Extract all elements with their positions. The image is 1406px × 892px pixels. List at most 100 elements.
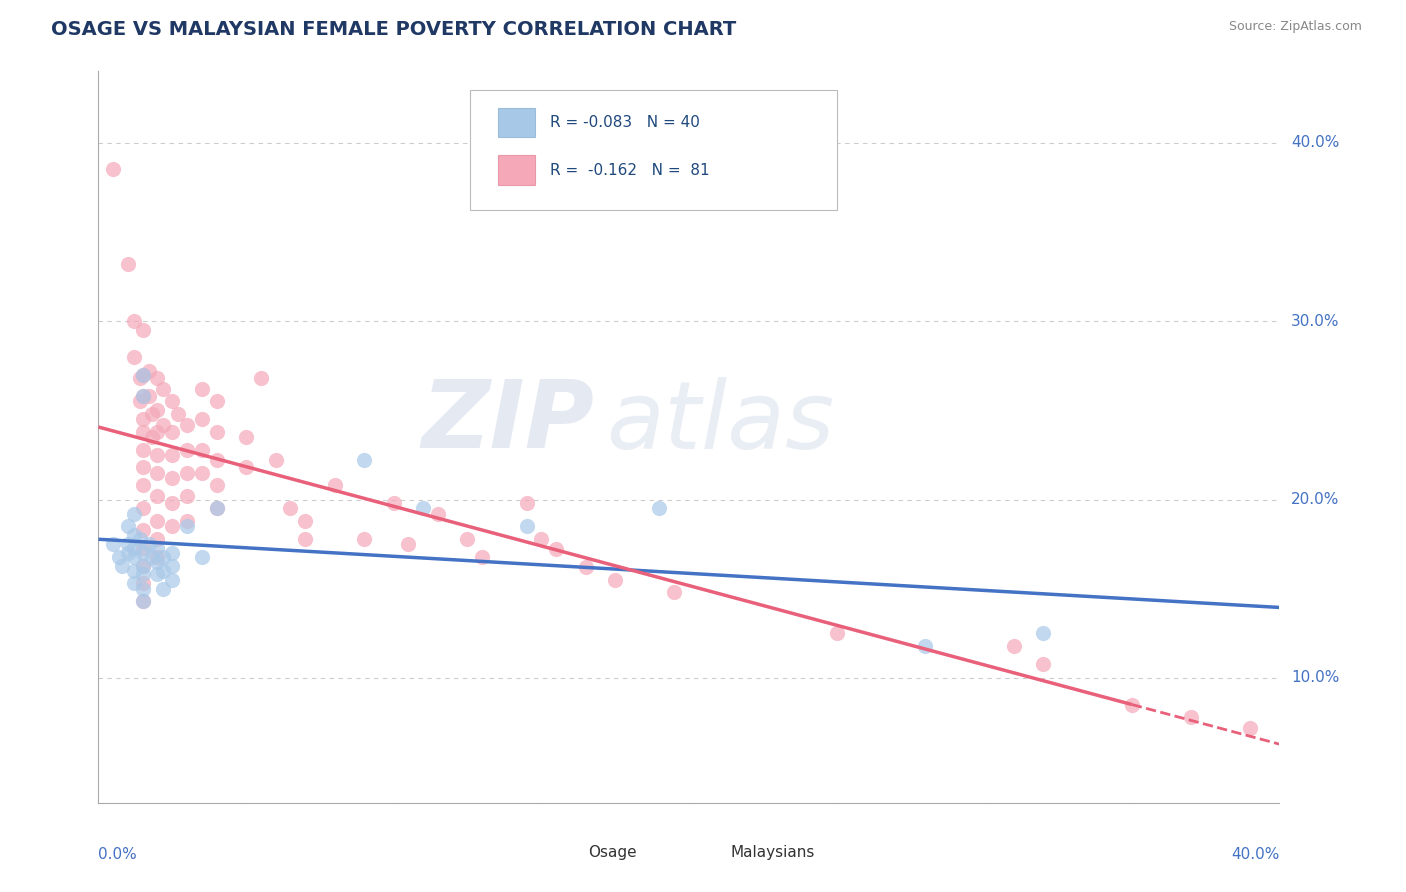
Point xyxy=(146,549,169,564)
Point xyxy=(398,537,420,551)
Point xyxy=(191,466,214,480)
Point xyxy=(914,639,936,653)
Point xyxy=(412,501,434,516)
Point xyxy=(162,519,183,533)
Point xyxy=(176,417,198,432)
Point xyxy=(648,501,671,516)
Point xyxy=(146,425,169,439)
Point xyxy=(1032,626,1054,640)
Bar xyxy=(700,843,727,863)
Text: Osage: Osage xyxy=(589,845,637,860)
Point xyxy=(138,537,160,551)
Point xyxy=(1180,710,1202,724)
Bar xyxy=(498,108,536,137)
Point xyxy=(191,382,214,396)
FancyBboxPatch shape xyxy=(471,90,837,211)
Point xyxy=(117,537,139,551)
Point xyxy=(132,558,155,573)
Point xyxy=(205,394,228,409)
Point xyxy=(294,514,316,528)
Point xyxy=(132,368,155,382)
Point xyxy=(132,425,155,439)
Point xyxy=(146,532,169,546)
Point xyxy=(176,514,198,528)
Point xyxy=(250,371,273,385)
Point xyxy=(132,323,155,337)
Text: 40.0%: 40.0% xyxy=(1291,136,1340,150)
Point xyxy=(605,573,627,587)
Point xyxy=(146,489,169,503)
Point xyxy=(132,594,155,608)
Point xyxy=(132,368,155,382)
Point xyxy=(146,403,169,417)
Point xyxy=(128,532,150,546)
Point xyxy=(167,407,190,421)
Point xyxy=(427,507,450,521)
Point xyxy=(132,558,155,573)
Point xyxy=(103,162,125,177)
Point xyxy=(108,549,131,564)
Point xyxy=(516,496,538,510)
Point xyxy=(122,564,145,578)
Point xyxy=(122,314,145,328)
Point xyxy=(103,537,125,551)
Point xyxy=(132,594,155,608)
Point xyxy=(132,412,155,426)
Point xyxy=(138,364,160,378)
Point xyxy=(132,576,155,591)
Point xyxy=(191,412,214,426)
Text: 0.0%: 0.0% xyxy=(98,847,138,863)
Point xyxy=(138,389,160,403)
Point xyxy=(1239,721,1261,735)
Point xyxy=(152,564,174,578)
Point xyxy=(132,389,155,403)
Point xyxy=(235,430,257,444)
Point xyxy=(205,501,228,516)
Point xyxy=(117,546,139,560)
Point xyxy=(117,257,139,271)
Point xyxy=(146,448,169,462)
Point xyxy=(128,394,150,409)
Point xyxy=(162,546,183,560)
Point xyxy=(141,430,163,444)
Point xyxy=(457,532,479,546)
Point xyxy=(382,496,405,510)
Point xyxy=(516,519,538,533)
Point xyxy=(146,466,169,480)
Point xyxy=(141,407,163,421)
Point xyxy=(471,549,494,564)
Point xyxy=(132,546,155,560)
Point xyxy=(280,501,302,516)
Text: Malaysians: Malaysians xyxy=(730,845,814,860)
Point xyxy=(122,350,145,364)
Point xyxy=(530,532,553,546)
Point xyxy=(111,558,134,573)
Point xyxy=(146,371,169,385)
Text: 40.0%: 40.0% xyxy=(1232,847,1279,863)
Point xyxy=(152,417,174,432)
Point xyxy=(132,501,155,516)
Point xyxy=(575,560,598,574)
Point xyxy=(132,567,155,582)
Text: R = -0.083   N = 40: R = -0.083 N = 40 xyxy=(550,115,699,130)
Point xyxy=(128,371,150,385)
Point xyxy=(162,448,183,462)
Point xyxy=(146,567,169,582)
Text: R =  -0.162   N =  81: R = -0.162 N = 81 xyxy=(550,162,709,178)
Point xyxy=(146,514,169,528)
Point xyxy=(122,528,145,542)
Point xyxy=(176,466,198,480)
Point xyxy=(117,519,139,533)
Point xyxy=(162,496,183,510)
Point xyxy=(162,558,183,573)
Point xyxy=(152,382,174,396)
Text: OSAGE VS MALAYSIAN FEMALE POVERTY CORRELATION CHART: OSAGE VS MALAYSIAN FEMALE POVERTY CORREL… xyxy=(51,21,737,39)
Bar xyxy=(560,843,585,863)
Point xyxy=(176,519,198,533)
Point xyxy=(1032,657,1054,671)
Point xyxy=(122,549,145,564)
Point xyxy=(353,453,375,467)
Point xyxy=(264,453,287,467)
Point xyxy=(162,471,183,485)
Text: atlas: atlas xyxy=(606,377,835,468)
